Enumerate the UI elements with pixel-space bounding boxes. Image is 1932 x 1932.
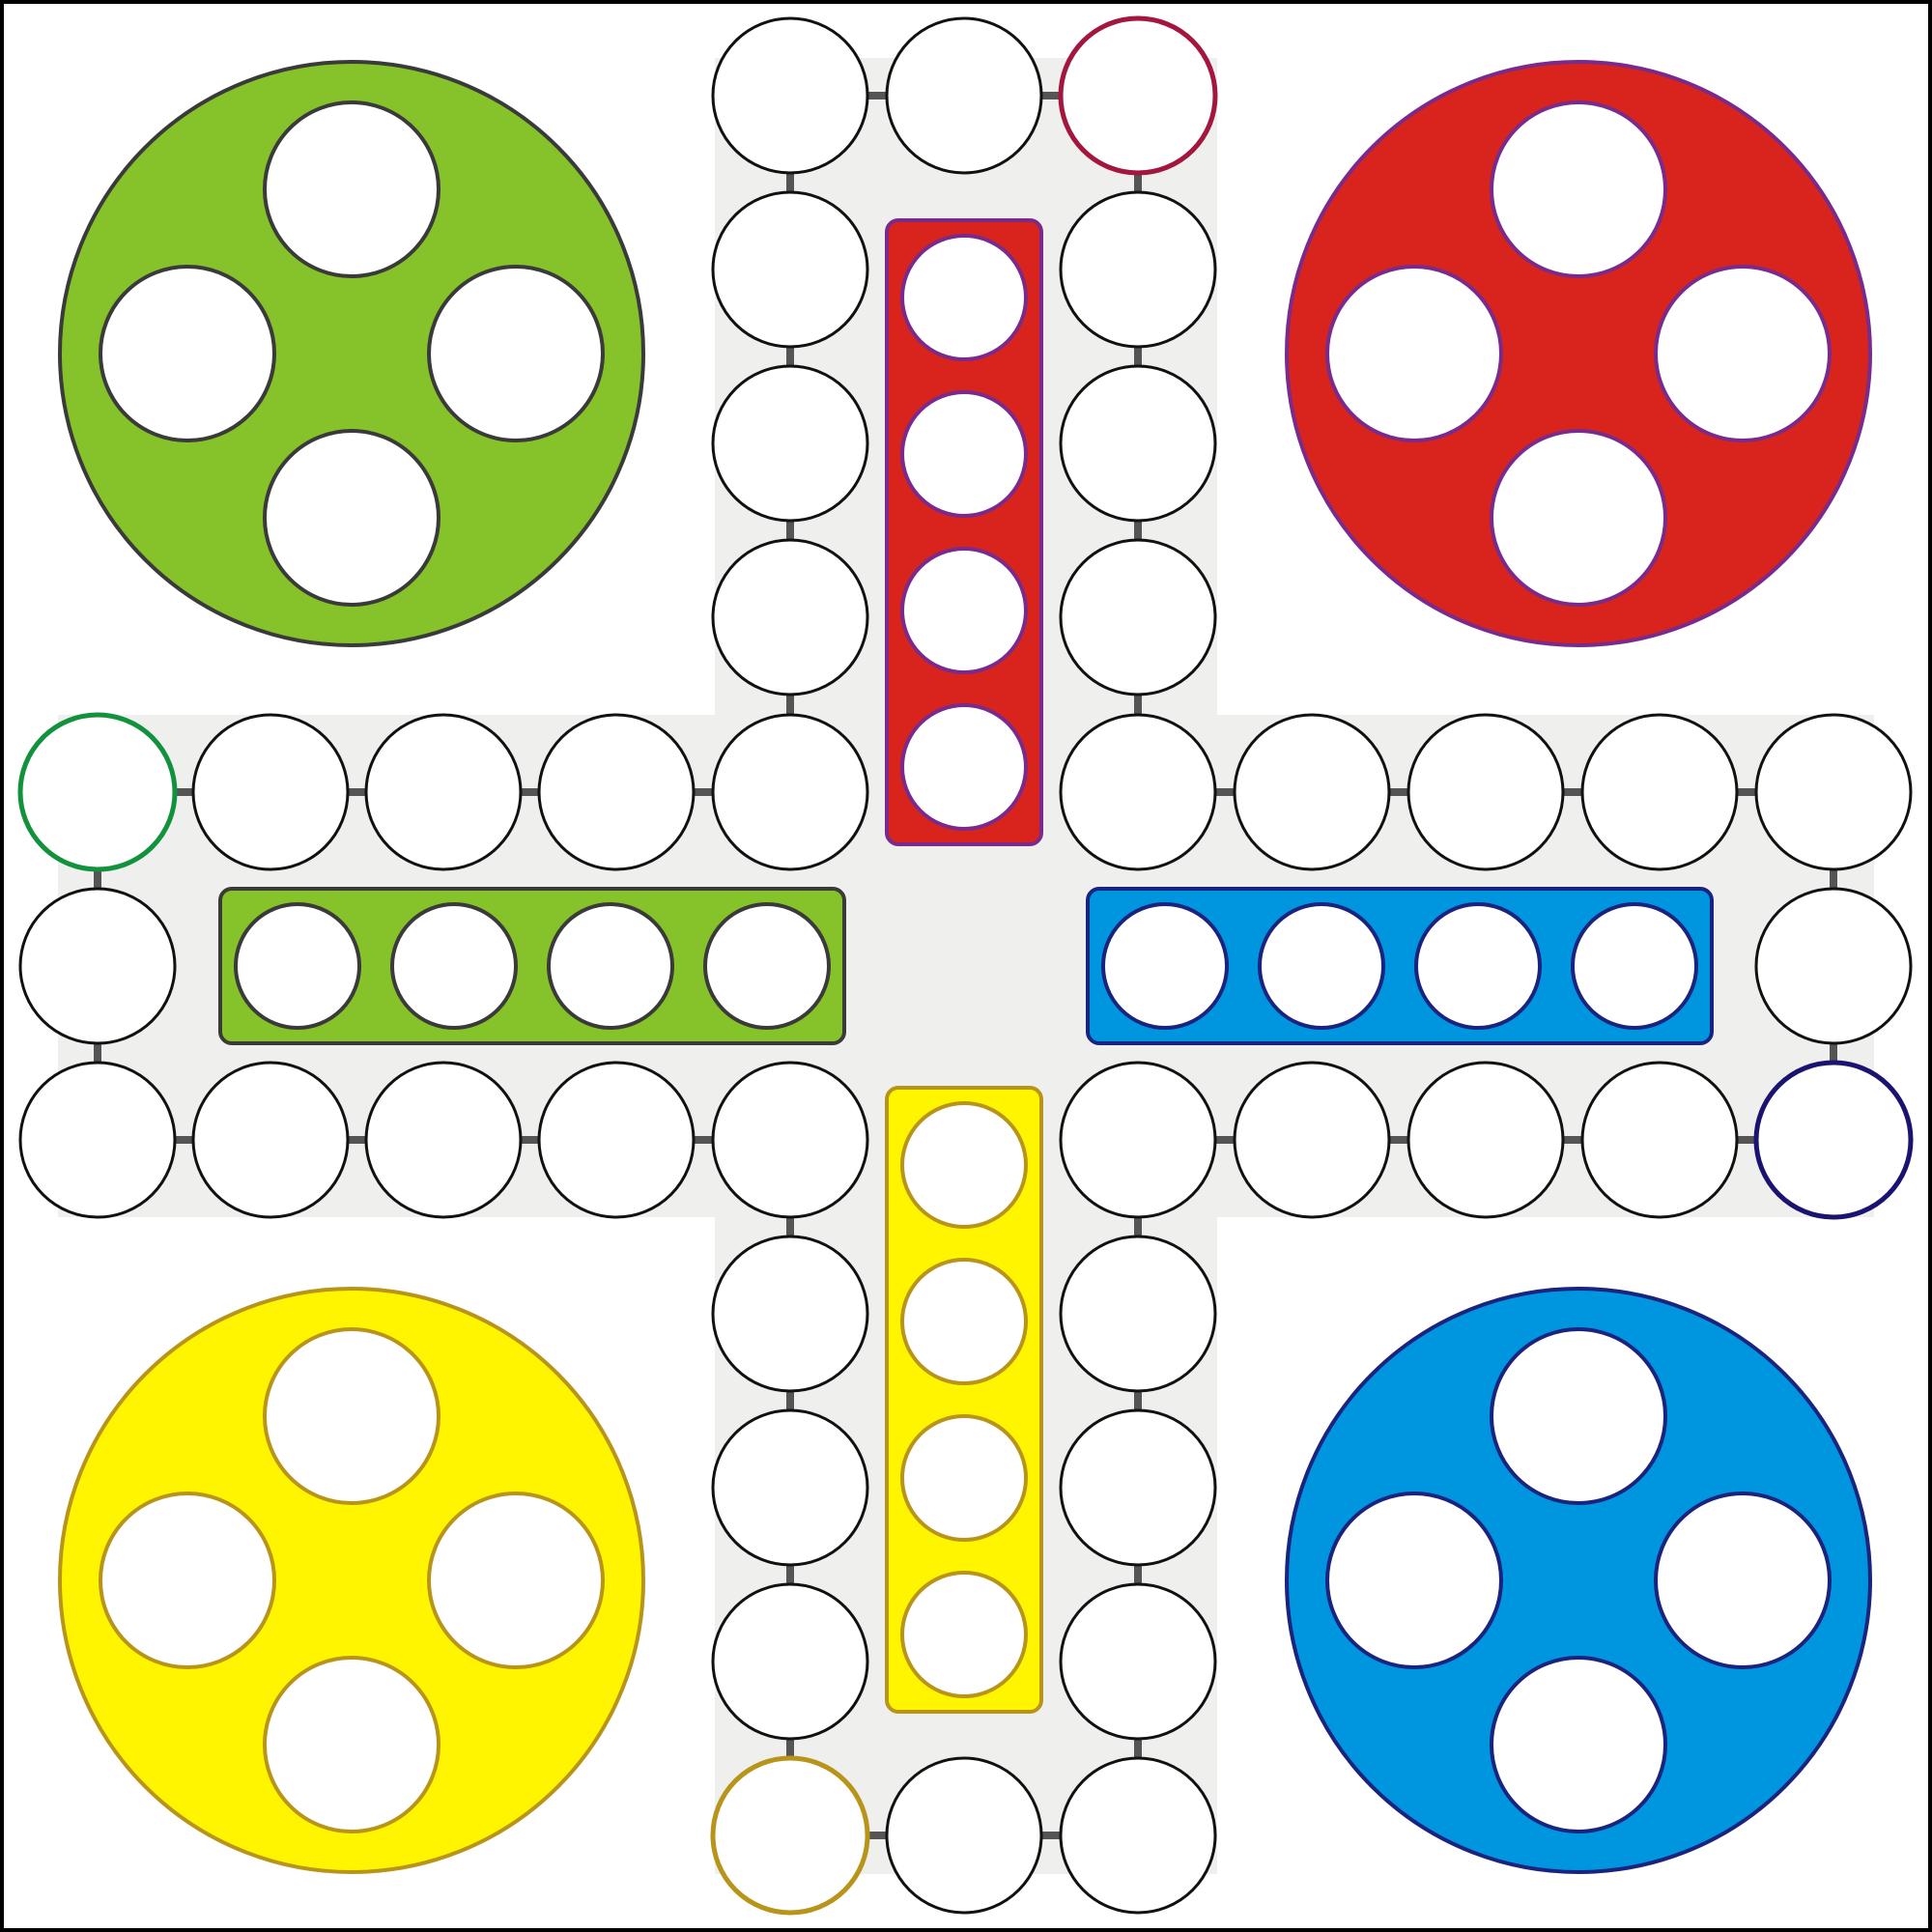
finish-space[interactable]	[703, 902, 831, 1030]
home-spot[interactable]	[427, 265, 605, 442]
finish-space[interactable]	[234, 902, 361, 1030]
track-space[interactable]	[1754, 713, 1913, 871]
track-space[interactable]	[885, 16, 1043, 175]
track-space[interactable]	[1406, 1061, 1565, 1219]
red-finish-lane-bar	[885, 218, 1043, 846]
yellow-finish-lane	[885, 1086, 1043, 1714]
home-spot[interactable]	[263, 1656, 440, 1833]
finish-space[interactable]	[1571, 902, 1698, 1030]
track-space[interactable]	[711, 713, 869, 871]
finish-space[interactable]	[900, 1101, 1028, 1229]
home-spot[interactable]	[1654, 265, 1832, 442]
track-space[interactable]	[1059, 1408, 1217, 1567]
track-space[interactable]	[711, 1061, 869, 1219]
start-space-blue[interactable]	[1753, 1060, 1914, 1220]
red-finish-lane	[885, 218, 1043, 846]
finish-space[interactable]	[1414, 902, 1542, 1030]
track-background	[58, 58, 1874, 1874]
green-home-base	[58, 60, 645, 647]
track-space[interactable]	[18, 887, 177, 1045]
track-space[interactable]	[711, 1582, 869, 1741]
green-home-base-disc	[58, 60, 645, 647]
blue-finish-lane	[1086, 887, 1714, 1045]
track-space[interactable]	[1406, 713, 1565, 871]
track-space[interactable]	[711, 364, 869, 523]
finish-space[interactable]	[1101, 902, 1229, 1030]
track-space[interactable]	[1059, 190, 1217, 349]
track-space[interactable]	[18, 1061, 177, 1219]
track-space[interactable]	[711, 16, 869, 175]
start-space-green[interactable]	[17, 712, 178, 872]
track-space[interactable]	[711, 1408, 869, 1567]
finish-space[interactable]	[900, 1414, 1028, 1542]
home-spot[interactable]	[1490, 100, 1667, 278]
track-space[interactable]	[1059, 538, 1217, 696]
home-spot[interactable]	[1325, 1492, 1503, 1669]
finish-space[interactable]	[390, 902, 518, 1030]
track-space[interactable]	[364, 1061, 523, 1219]
home-spot[interactable]	[1490, 1327, 1667, 1505]
track-space[interactable]	[1059, 1235, 1217, 1393]
track-space[interactable]	[1059, 1582, 1217, 1741]
blue-home-base	[1285, 1287, 1872, 1874]
finish-space[interactable]	[900, 1258, 1028, 1385]
track-space[interactable]	[711, 538, 869, 696]
track-space[interactable]	[537, 1061, 696, 1219]
home-spot[interactable]	[1490, 429, 1667, 607]
yellow-home-base-disc	[58, 1287, 645, 1874]
track-space[interactable]	[1233, 713, 1391, 871]
green-finish-lane	[218, 887, 846, 1045]
finish-space[interactable]	[547, 902, 674, 1030]
track-space[interactable]	[1059, 713, 1217, 871]
home-spot[interactable]	[99, 265, 276, 442]
blue-home-base-disc	[1285, 1287, 1872, 1874]
track-space[interactable]	[537, 713, 696, 871]
track-space[interactable]	[1233, 1061, 1391, 1219]
finish-space[interactable]	[1258, 902, 1385, 1030]
track-space[interactable]	[711, 1235, 869, 1393]
home-spot[interactable]	[1490, 1656, 1667, 1833]
home-spot[interactable]	[263, 429, 440, 607]
home-spot[interactable]	[1654, 1492, 1832, 1669]
red-home-base-disc	[1285, 60, 1872, 647]
finish-space[interactable]	[900, 703, 1028, 831]
track-space[interactable]	[1059, 1061, 1217, 1219]
track-space[interactable]	[191, 713, 350, 871]
home-spot[interactable]	[263, 1327, 440, 1505]
red-home-base	[1285, 60, 1872, 647]
finish-space[interactable]	[900, 1571, 1028, 1698]
home-spot[interactable]	[99, 1492, 276, 1669]
yellow-finish-lane-bar	[885, 1086, 1043, 1714]
home-spot[interactable]	[427, 1492, 605, 1669]
track-space[interactable]	[1059, 1756, 1217, 1915]
home-spot[interactable]	[1325, 265, 1503, 442]
track-space[interactable]	[364, 713, 523, 871]
yellow-home-base	[58, 1287, 645, 1874]
green-finish-lane-bar	[218, 887, 846, 1045]
track-spaces	[17, 15, 1914, 1916]
finish-space[interactable]	[900, 234, 1028, 361]
track-space[interactable]	[711, 190, 869, 349]
track-space[interactable]	[191, 1061, 350, 1219]
blue-finish-lane-bar	[1086, 887, 1714, 1045]
track-space[interactable]	[885, 1756, 1043, 1915]
start-space-yellow[interactable]	[710, 1755, 870, 1916]
track-space[interactable]	[1580, 1061, 1739, 1219]
track-space[interactable]	[1059, 364, 1217, 523]
track-space[interactable]	[1754, 887, 1913, 1045]
finish-space[interactable]	[900, 390, 1028, 518]
start-space-red[interactable]	[1058, 15, 1218, 176]
finish-space[interactable]	[900, 547, 1028, 674]
home-spot[interactable]	[263, 100, 440, 278]
track-space[interactable]	[1580, 713, 1739, 871]
